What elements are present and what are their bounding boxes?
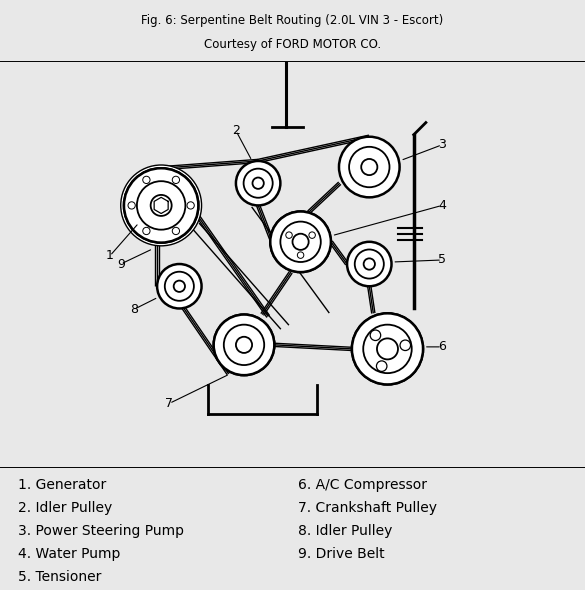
- Circle shape: [224, 324, 264, 365]
- Circle shape: [143, 227, 150, 235]
- Text: 7. Crankshaft Pulley: 7. Crankshaft Pulley: [298, 502, 438, 516]
- Circle shape: [363, 324, 412, 373]
- Circle shape: [339, 137, 400, 197]
- Circle shape: [214, 314, 274, 375]
- Circle shape: [151, 195, 171, 216]
- Circle shape: [165, 272, 194, 301]
- Circle shape: [236, 161, 280, 205]
- Text: Courtesy of FORD MOTOR CO.: Courtesy of FORD MOTOR CO.: [204, 38, 381, 51]
- Text: 3: 3: [438, 138, 446, 151]
- Circle shape: [253, 178, 264, 189]
- Text: 7: 7: [165, 397, 173, 410]
- Text: 1: 1: [106, 250, 113, 263]
- Circle shape: [137, 181, 185, 230]
- Circle shape: [377, 339, 398, 359]
- Circle shape: [121, 165, 202, 246]
- Circle shape: [347, 242, 391, 286]
- Circle shape: [286, 232, 292, 238]
- Circle shape: [309, 232, 315, 238]
- Circle shape: [224, 324, 264, 365]
- Polygon shape: [154, 197, 168, 214]
- Circle shape: [124, 168, 198, 242]
- Circle shape: [157, 264, 202, 309]
- Circle shape: [352, 313, 423, 385]
- Circle shape: [137, 181, 185, 230]
- Text: 1. Generator: 1. Generator: [18, 478, 106, 493]
- Circle shape: [364, 258, 375, 270]
- Text: 8: 8: [130, 303, 138, 316]
- Circle shape: [124, 168, 198, 242]
- Circle shape: [352, 313, 423, 385]
- Circle shape: [151, 195, 171, 216]
- Circle shape: [172, 227, 180, 235]
- Circle shape: [292, 234, 309, 250]
- Circle shape: [128, 202, 135, 209]
- Text: 2. Idler Pulley: 2. Idler Pulley: [18, 502, 112, 516]
- Circle shape: [236, 337, 252, 353]
- Text: 5: 5: [438, 254, 446, 267]
- Text: 2: 2: [232, 124, 240, 137]
- Circle shape: [236, 337, 252, 353]
- Circle shape: [292, 234, 309, 250]
- Text: 9. Drive Belt: 9. Drive Belt: [298, 548, 385, 561]
- Text: 6. A/C Compressor: 6. A/C Compressor: [298, 478, 428, 493]
- Text: 6: 6: [438, 340, 446, 353]
- Circle shape: [172, 176, 180, 183]
- Circle shape: [243, 169, 273, 198]
- Circle shape: [270, 211, 331, 272]
- Text: 4: 4: [438, 199, 446, 212]
- Circle shape: [187, 202, 194, 209]
- Circle shape: [376, 361, 387, 371]
- Circle shape: [297, 252, 304, 258]
- Circle shape: [280, 222, 321, 262]
- Circle shape: [363, 324, 412, 373]
- Text: 8. Idler Pulley: 8. Idler Pulley: [298, 525, 393, 538]
- Circle shape: [174, 281, 185, 292]
- Circle shape: [361, 159, 377, 175]
- Circle shape: [355, 250, 384, 278]
- Text: 4. Water Pump: 4. Water Pump: [18, 548, 120, 561]
- Circle shape: [400, 340, 411, 350]
- Circle shape: [377, 339, 398, 359]
- Text: 5. Tensioner: 5. Tensioner: [18, 570, 101, 584]
- Circle shape: [280, 222, 321, 262]
- Circle shape: [214, 314, 274, 375]
- Text: Fig. 6: Serpentine Belt Routing (2.0L VIN 3 - Escort): Fig. 6: Serpentine Belt Routing (2.0L VI…: [142, 14, 443, 27]
- Circle shape: [349, 147, 390, 187]
- Text: 9: 9: [117, 257, 125, 271]
- Circle shape: [370, 330, 381, 340]
- Circle shape: [143, 176, 150, 183]
- Text: 3. Power Steering Pump: 3. Power Steering Pump: [18, 525, 184, 538]
- Circle shape: [270, 211, 331, 272]
